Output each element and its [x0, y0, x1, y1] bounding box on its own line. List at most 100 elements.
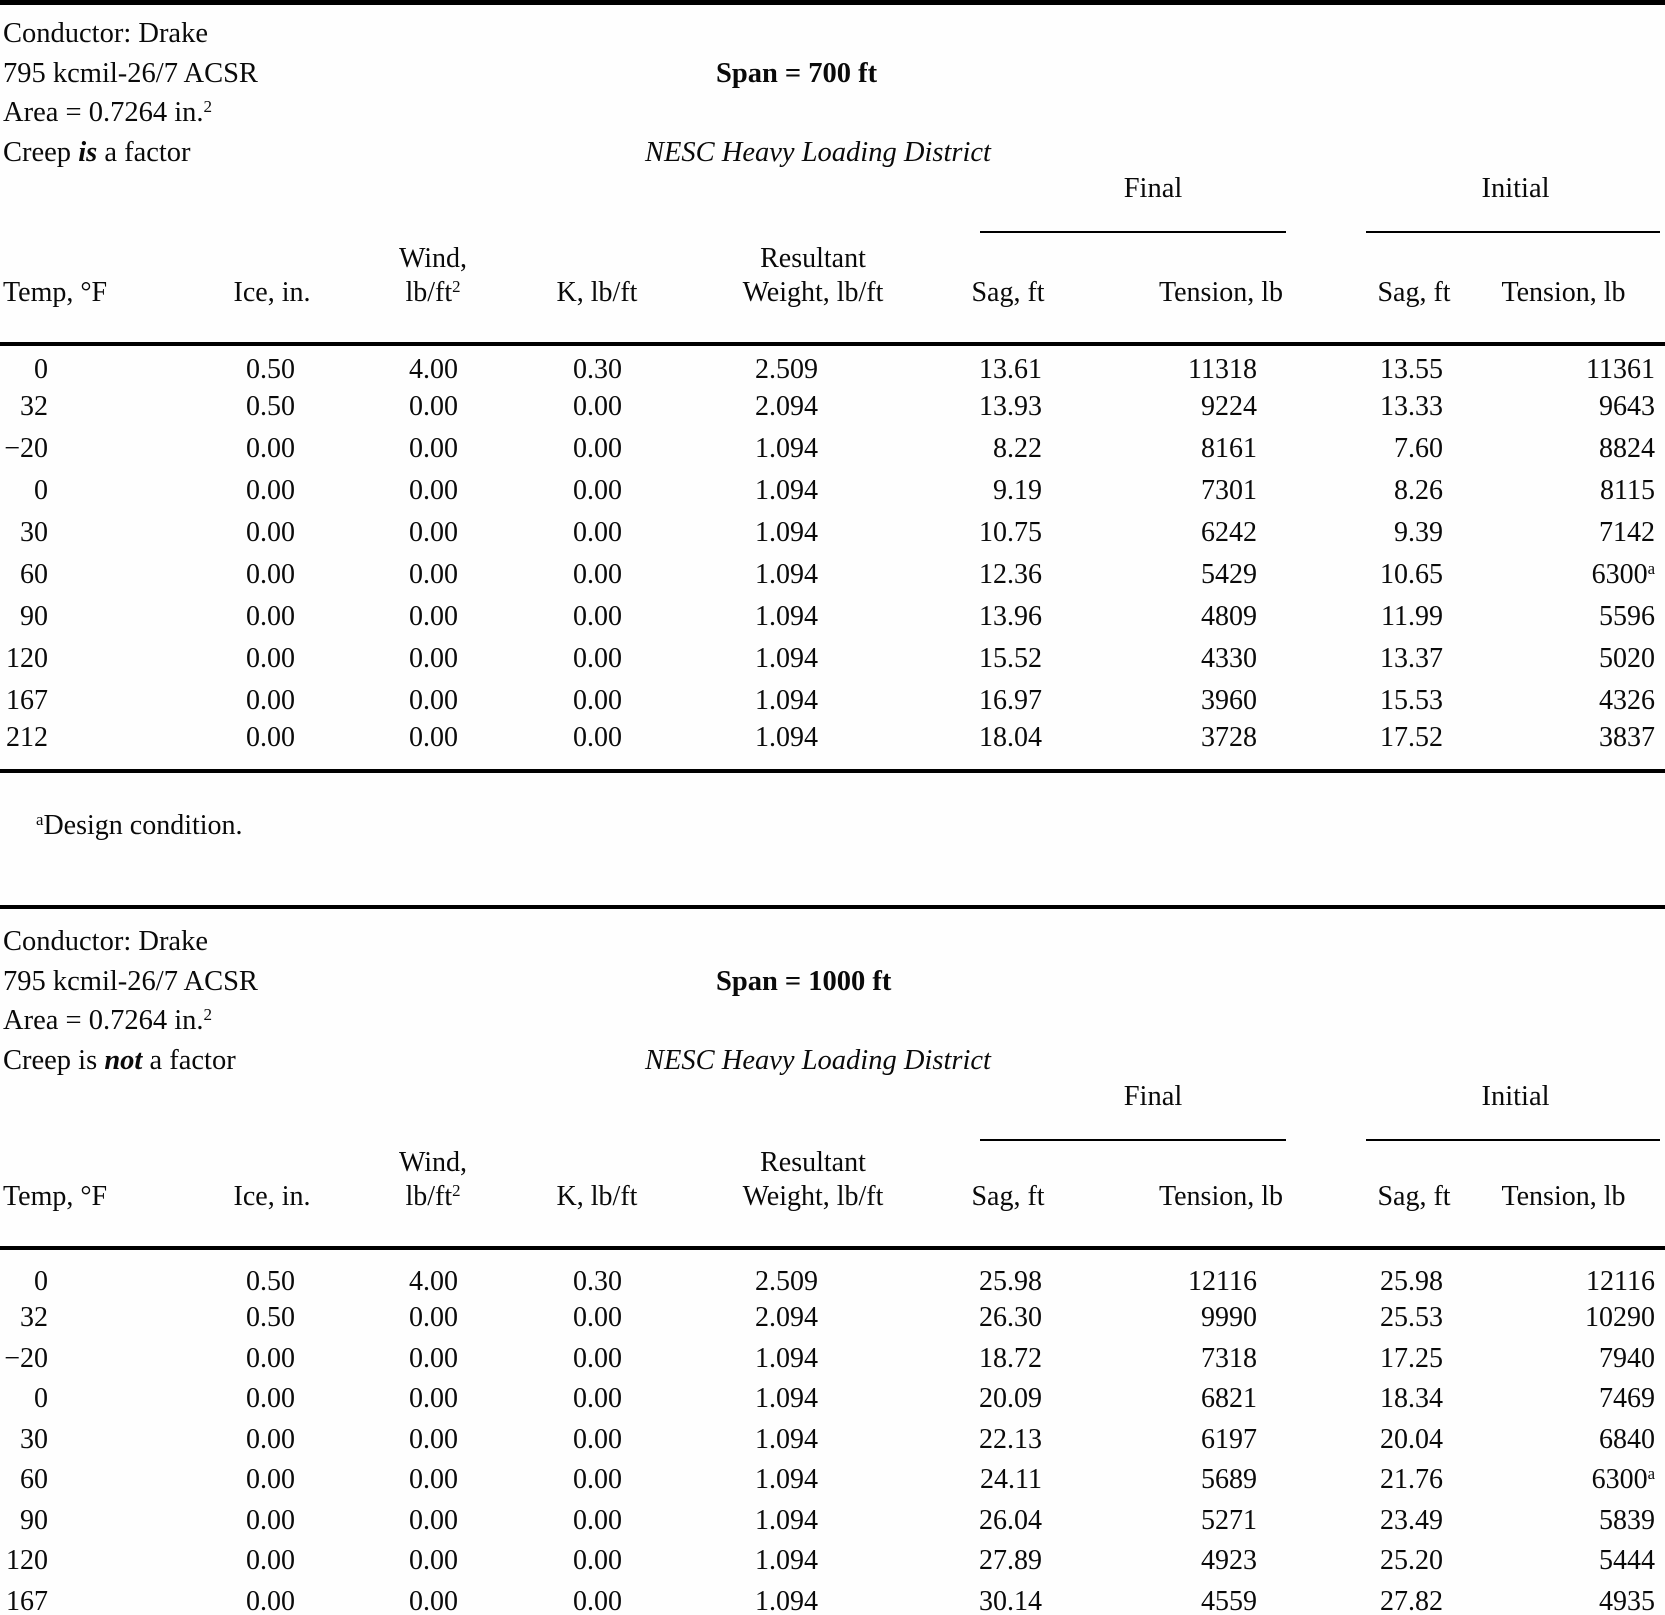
creep-emphasis: is	[78, 136, 98, 168]
table-cell: 6300a	[1462, 1460, 1665, 1501]
loading-district-label: NESC Heavy Loading District	[645, 1044, 991, 1076]
col-header-final-tension: Tension, lb	[1158, 277, 1284, 308]
table-cell: 0.00	[246, 1585, 295, 1615]
table-cell: 16.97	[979, 685, 1042, 716]
table-cell: 0.00	[246, 475, 295, 506]
table-cell: 6300a	[1462, 554, 1665, 596]
table-cell: 4923	[1201, 1545, 1257, 1577]
table-cell: 10290	[1585, 1302, 1656, 1334]
table-cell: 30	[20, 1423, 48, 1455]
table-cell: 0.00	[409, 1545, 458, 1577]
wind-header-line2: lb/ft	[405, 277, 453, 308]
table-cell: 1.094	[755, 559, 818, 590]
table-cell: 0.00	[573, 1585, 622, 1615]
table-cell: 15.53	[1380, 685, 1443, 716]
col-header-final-sag: Sag, ft	[971, 1181, 1045, 1212]
table-cell: 1.094	[755, 1342, 818, 1374]
table-cell: 0.00	[409, 1302, 458, 1334]
initial-group-label: Initial	[1481, 1081, 1550, 1112]
table-cell: 0.00	[409, 1383, 458, 1415]
col-header-resultant-weight: Resultant Weight, lb/ft	[686, 1142, 940, 1248]
table-cell: 11.99	[1381, 601, 1443, 632]
sag-tension-table-section-700ft: Conductor: Drake 795 kcmil-26/7 ACSR Spa…	[0, 0, 1665, 845]
table-cell: 6821	[1201, 1383, 1257, 1415]
final-group-underline	[980, 231, 1286, 233]
creep-text-pre: Creep is	[3, 1044, 105, 1076]
table-cell: 25.53	[1380, 1302, 1443, 1334]
group-header-spacer	[0, 1080, 940, 1142]
table-cell: 9643	[1599, 391, 1656, 422]
table-cell: 4330	[1201, 643, 1257, 674]
table-cell: 0.00	[409, 685, 458, 716]
table-cell: 0.00	[246, 685, 295, 716]
table-cell: 18.34	[1380, 1383, 1443, 1415]
col-header-k: K, lb/ft	[556, 277, 638, 308]
area-line: Area = 0.7264 in.2	[3, 93, 1665, 133]
area-exponent: 2	[203, 1004, 213, 1024]
table-cell: 0.00	[409, 1464, 458, 1496]
table-cell: 1.094	[755, 1585, 818, 1615]
table-cell: 0.00	[573, 1302, 622, 1334]
table-cell: 7469	[1599, 1383, 1656, 1415]
conductor-info-block: Conductor: Drake 795 kcmil-26/7 ACSR Spa…	[3, 14, 1665, 172]
table-cell: 22.13	[979, 1423, 1042, 1455]
table-cell: 3960	[1201, 685, 1257, 716]
table-cell: 4935	[1599, 1585, 1656, 1615]
design-condition-footnote: aDesign condition.	[36, 806, 243, 845]
conductor-size: 795 kcmil-26/7 ACSR	[3, 57, 258, 89]
col-header-wind: Wind, lb/ft2	[358, 240, 508, 344]
table-cell: 15.52	[979, 643, 1042, 674]
table-cell: 2.094	[755, 391, 818, 422]
table-cell: 0.50	[246, 1266, 295, 1297]
table-cell: 0.00	[409, 643, 458, 674]
sag-tension-table-section-1000ft: Conductor: Drake 795 kcmil-26/7 ACSR Spa…	[0, 905, 1665, 1615]
col-header-k: K, lb/ft	[556, 1181, 638, 1212]
conductor-size: 795 kcmil-26/7 ACSR	[3, 965, 258, 997]
table-cell: 0.00	[409, 517, 458, 548]
table-cell: 7142	[1599, 517, 1656, 548]
table-cell: 1.094	[755, 1423, 818, 1455]
table-cell: 18.72	[979, 1342, 1042, 1374]
table-cell: 32	[20, 391, 48, 422]
table-cell: 0.00	[573, 517, 622, 548]
table-cell: 0.00	[573, 475, 622, 506]
table-cell: 23.49	[1380, 1504, 1443, 1536]
footnote-marker-superscript: a	[1647, 1464, 1656, 1484]
table-cell: 0.30	[573, 354, 622, 385]
span-label: Span = 700 ft	[716, 57, 878, 89]
column-header-row: Temp, °F Ice, in. Wind, lb/ft2 K, lb/ft R…	[0, 1142, 1665, 1248]
area-line: Area = 0.7264 in.2	[3, 1001, 1665, 1041]
table-cell: 1.094	[755, 601, 818, 632]
table-cell: 212	[6, 722, 48, 753]
table-cell: 8115	[1600, 475, 1656, 506]
resultant-header-line2: Weight, lb/ft	[742, 277, 884, 308]
table-cell: 9.39	[1394, 517, 1443, 548]
table-body: 0 0.50 4.00 0.30 2.509 13.61 11318 13.55 11361 32…	[0, 344, 1665, 771]
table-row: −20 0.00 0.00 0.00 1.094 18.72 7318 17.25 7940	[0, 1339, 1665, 1380]
table-cell: 6840	[1599, 1423, 1656, 1455]
group-header-row: Final Initial	[0, 172, 1665, 240]
footnote-text: Design condition.	[43, 810, 243, 841]
table-cell: 7.60	[1394, 433, 1443, 464]
table-row: 212 0.00 0.00 0.00 1.094 18.04 3728 17.52 3837	[0, 722, 1665, 771]
table-cell: 0.00	[573, 722, 622, 753]
wind-header-line1: Wind,	[398, 1147, 468, 1178]
table-cell: 5271	[1201, 1504, 1257, 1536]
table-cell: 11361	[1586, 354, 1656, 385]
wind-header-line1: Wind,	[398, 243, 468, 274]
table-cell: 90	[20, 601, 48, 632]
table-cell: 17.25	[1380, 1342, 1443, 1374]
table-cell: 7301	[1201, 475, 1257, 506]
conductor-line: Conductor: Drake	[3, 922, 1665, 962]
table-cell: 12.36	[979, 559, 1042, 590]
table-cell: 0.00	[246, 1383, 295, 1415]
table-cell: 0.00	[573, 685, 622, 716]
table-cell: 167	[6, 685, 48, 716]
section-divider-rule	[0, 905, 1665, 909]
table-cell: 0.00	[409, 433, 458, 464]
table-cell: 13.37	[1380, 643, 1443, 674]
table-cell: 0.00	[246, 1545, 295, 1577]
table-row: 90 0.00 0.00 0.00 1.094 13.96 4809 11.99 5596	[0, 596, 1665, 638]
table-cell: 30.14	[979, 1585, 1042, 1615]
creep-emphasis: not	[104, 1044, 143, 1076]
